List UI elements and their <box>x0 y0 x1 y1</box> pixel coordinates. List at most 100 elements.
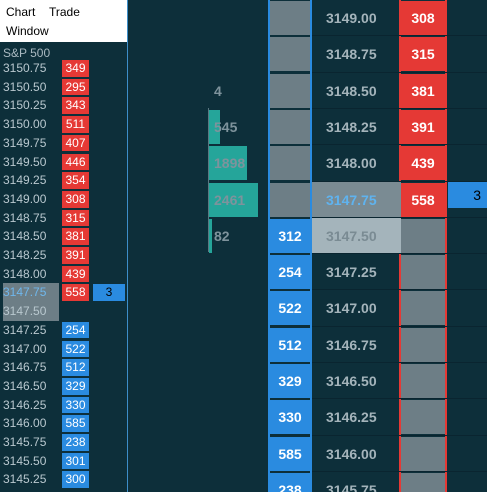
ladder-price[interactable]: 3148.50 <box>326 82 377 99</box>
mini-price[interactable]: 3146.50 <box>3 378 47 393</box>
mini-ask-size[interactable]: 295 <box>62 78 89 96</box>
ask-size-cell[interactable]: 558 <box>401 182 445 217</box>
mini-ask-size[interactable]: 407 <box>62 134 89 152</box>
mini-ask-size[interactable]: 391 <box>62 247 89 264</box>
mini-price[interactable]: 3146.00 <box>3 416 47 431</box>
ask-size-cell[interactable]: 308 <box>401 1 445 35</box>
mini-ladder-row: 3150.00 511 <box>0 115 127 134</box>
mini-price[interactable]: 3148.00 <box>3 266 47 281</box>
ladder-price[interactable]: 3147.50 <box>312 217 401 254</box>
ask-empty-cell[interactable] <box>401 327 445 362</box>
mini-ask-size[interactable]: 511 <box>62 116 89 133</box>
bid-empty-cell[interactable] <box>270 1 310 35</box>
mini-price[interactable]: 3145.75 <box>3 435 47 449</box>
bid-column <box>268 0 312 492</box>
ladder-price[interactable]: 3148.00 <box>326 155 377 172</box>
mini-price[interactable]: 3149.00 <box>3 191 47 206</box>
row-divider <box>312 398 487 400</box>
ladder-price[interactable]: 3147.25 <box>326 264 377 281</box>
bid-size-cell[interactable]: 329 <box>270 364 310 398</box>
mini-ask-size[interactable]: 315 <box>62 209 89 227</box>
bid-empty-cell[interactable] <box>270 73 310 108</box>
bid-size-cell[interactable]: 312 <box>270 218 310 253</box>
ask-empty-cell[interactable] <box>401 291 445 326</box>
ask-empty-cell[interactable] <box>401 255 445 290</box>
volume-bar <box>209 109 220 144</box>
mini-price[interactable]: 3148.25 <box>3 248 47 262</box>
ask-size-cell[interactable]: 381 <box>401 73 445 108</box>
menu-chart[interactable]: Chart <box>6 5 36 19</box>
bid-empty-cell[interactable] <box>270 146 310 181</box>
mini-ask-size[interactable]: 308 <box>62 190 89 208</box>
bid-empty-cell[interactable] <box>270 109 310 144</box>
mini-price[interactable]: 3149.25 <box>3 173 47 188</box>
mini-bid-size[interactable]: 254 <box>62 321 89 339</box>
mini-price[interactable]: 3145.25 <box>3 472 47 487</box>
ladder-price[interactable]: 3148.75 <box>326 46 377 63</box>
ladder-price[interactable]: 3149.00 <box>326 10 377 26</box>
ladder-price[interactable]: 3146.75 <box>326 336 377 353</box>
mini-price[interactable]: 3145.50 <box>3 453 47 468</box>
mini-price[interactable]: 3148.75 <box>3 210 47 225</box>
mini-bid-size[interactable]: 301 <box>62 452 89 470</box>
mini-bid-size[interactable]: 330 <box>62 396 89 414</box>
bid-size-cell[interactable]: 330 <box>270 400 310 435</box>
ask-empty-cell[interactable] <box>401 436 445 471</box>
mini-price[interactable]: 3149.75 <box>3 135 47 150</box>
bid-size-cell[interactable]: 238 <box>270 472 310 492</box>
ask-empty-cell[interactable] <box>401 218 445 253</box>
mini-bid-size[interactable]: 300 <box>62 471 89 489</box>
mini-price[interactable]: 3148.50 <box>3 229 47 244</box>
ask-empty-cell[interactable] <box>401 364 445 398</box>
ladder-price[interactable]: 3146.00 <box>326 445 377 462</box>
ladder-price[interactable]: 3148.25 <box>326 118 377 135</box>
mini-price[interactable]: 3150.50 <box>3 79 47 94</box>
mini-price[interactable]: 3150.25 <box>3 98 47 113</box>
mini-ladder-row: 3148.75 315 <box>0 209 127 228</box>
position-badge: 3 <box>448 182 487 208</box>
mini-price[interactable]: 3147.25 <box>3 322 47 337</box>
bid-size-cell[interactable]: 254 <box>270 255 310 290</box>
mini-price[interactable]: 3150.00 <box>3 117 47 132</box>
ask-size-cell[interactable]: 315 <box>401 37 445 72</box>
ladder-price[interactable]: 3146.50 <box>326 373 377 389</box>
menu-trade[interactable]: Trade <box>49 5 80 19</box>
ask-size-cell[interactable]: 439 <box>401 146 445 181</box>
mini-ask-size[interactable]: 354 <box>62 172 89 189</box>
row-divider <box>312 253 487 255</box>
ladder-price[interactable]: 3147.75 <box>312 181 401 218</box>
menu-window[interactable]: Window <box>6 24 49 38</box>
mini-ask-size[interactable]: 446 <box>62 153 89 171</box>
mini-ask-size[interactable]: 349 <box>62 60 89 77</box>
mini-price[interactable]: 3146.75 <box>3 360 47 375</box>
ladder-price[interactable]: 3147.00 <box>326 300 377 317</box>
ask-empty-cell[interactable] <box>401 400 445 435</box>
mini-price[interactable]: 3147.75 <box>3 283 59 303</box>
mini-bid-size[interactable]: 512 <box>62 359 89 376</box>
mini-bid-size[interactable]: 329 <box>62 377 89 395</box>
mini-bid-size[interactable]: 585 <box>62 415 89 432</box>
ladder-price[interactable]: 3146.25 <box>326 409 377 426</box>
mini-ask-size[interactable]: 343 <box>62 97 89 115</box>
mini-ask-size[interactable]: 558 <box>62 284 89 302</box>
bid-size-cell[interactable]: 585 <box>270 436 310 471</box>
bid-empty-cell[interactable] <box>270 182 310 217</box>
instrument-label: S&P 500 <box>3 46 51 60</box>
mini-ask-size[interactable]: 381 <box>62 228 89 245</box>
mini-price[interactable]: 3146.25 <box>3 397 47 412</box>
ask-empty-cell[interactable] <box>401 472 445 492</box>
mini-bid-size[interactable]: 238 <box>62 434 89 451</box>
bid-size-cell[interactable]: 522 <box>270 291 310 326</box>
mini-price[interactable]: 3147.50 <box>3 302 59 321</box>
mini-ask-size[interactable]: 439 <box>62 265 89 283</box>
mini-price[interactable]: 3150.75 <box>3 61 47 75</box>
bid-empty-cell[interactable] <box>270 37 310 72</box>
mini-bid-size[interactable]: 522 <box>62 340 89 358</box>
mini-price[interactable]: 3147.00 <box>3 341 47 356</box>
ask-size-cell[interactable]: 391 <box>401 109 445 144</box>
ladder-price[interactable]: 3145.75 <box>326 481 377 492</box>
mini-ladder-row: 3147.75 558 3 <box>0 283 127 303</box>
mini-price[interactable]: 3149.50 <box>3 154 47 169</box>
mini-ladder-row: 3145.25 300 <box>0 470 127 489</box>
bid-size-cell[interactable]: 512 <box>270 327 310 362</box>
